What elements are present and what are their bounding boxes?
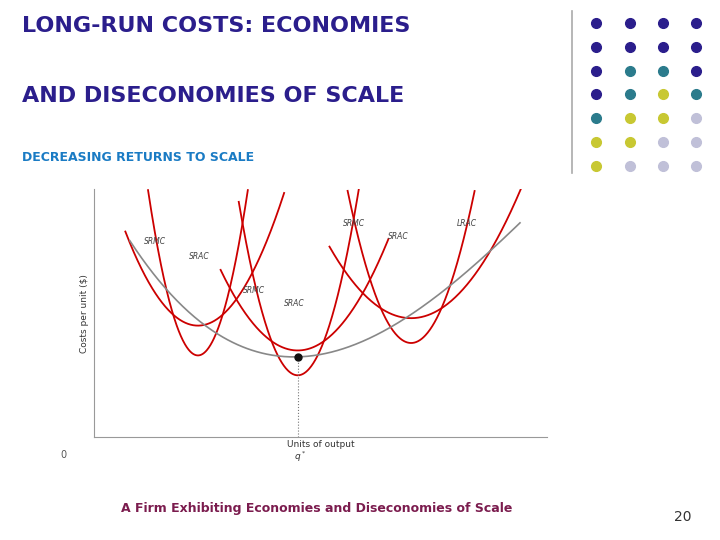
Text: SRAC: SRAC [189,252,210,261]
Text: AND DISECONOMIES OF SCALE: AND DISECONOMIES OF SCALE [22,86,404,106]
Text: SRAC: SRAC [284,299,305,308]
Text: LONG-RUN COSTS: ECONOMIES: LONG-RUN COSTS: ECONOMIES [22,16,410,36]
Y-axis label: Costs per unit ($): Costs per unit ($) [81,274,89,353]
Text: $q^*$: $q^*$ [294,450,306,464]
Text: SRMC: SRMC [143,237,166,246]
Text: LRAC: LRAC [456,219,477,228]
X-axis label: Units of output: Units of output [287,440,354,449]
Text: SRMC: SRMC [243,286,266,295]
Text: SRMC: SRMC [343,219,365,228]
Text: SRAC: SRAC [389,232,409,241]
Text: DECREASING RETURNS TO SCALE: DECREASING RETURNS TO SCALE [22,151,253,164]
Text: 0: 0 [60,450,66,460]
Text: A Firm Exhibiting Economies and Diseconomies of Scale: A Firm Exhibiting Economies and Disecono… [121,502,513,516]
Text: 20: 20 [674,510,691,524]
